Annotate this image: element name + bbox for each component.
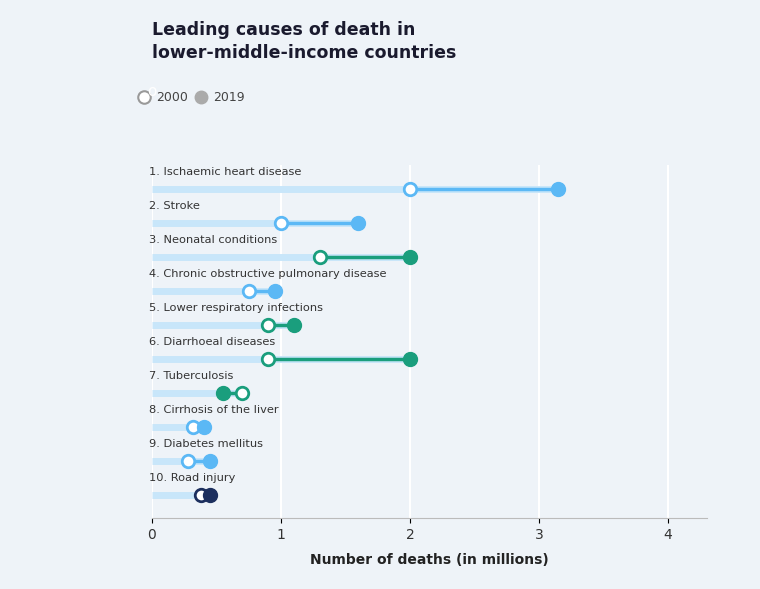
Text: 1. Ischaemic heart disease: 1. Ischaemic heart disease [150, 167, 302, 177]
Text: o: o [147, 84, 157, 99]
Text: 2000: 2000 [156, 91, 188, 104]
Text: 2. Stroke: 2. Stroke [150, 201, 201, 211]
Text: 2019: 2019 [213, 91, 245, 104]
Text: 4. Chronic obstructive pulmonary disease: 4. Chronic obstructive pulmonary disease [150, 269, 387, 279]
X-axis label: Number of deaths (in millions): Number of deaths (in millions) [310, 553, 549, 567]
Text: 8. Cirrhosis of the liver: 8. Cirrhosis of the liver [150, 405, 279, 415]
Text: 3. Neonatal conditions: 3. Neonatal conditions [150, 235, 277, 245]
Text: 6. Diarrhoeal diseases: 6. Diarrhoeal diseases [150, 337, 276, 347]
Text: 7. Tuberculosis: 7. Tuberculosis [150, 370, 234, 380]
Text: 5. Lower respiratory infections: 5. Lower respiratory infections [150, 303, 324, 313]
Legend: Noncommunicable, Communicable, Injuries: Noncommunicable, Communicable, Injuries [222, 588, 581, 589]
Text: Leading causes of death in
lower-middle-income countries: Leading causes of death in lower-middle-… [152, 21, 456, 61]
Text: 10. Road injury: 10. Road injury [150, 472, 236, 482]
Text: 9. Diabetes mellitus: 9. Diabetes mellitus [150, 439, 264, 449]
